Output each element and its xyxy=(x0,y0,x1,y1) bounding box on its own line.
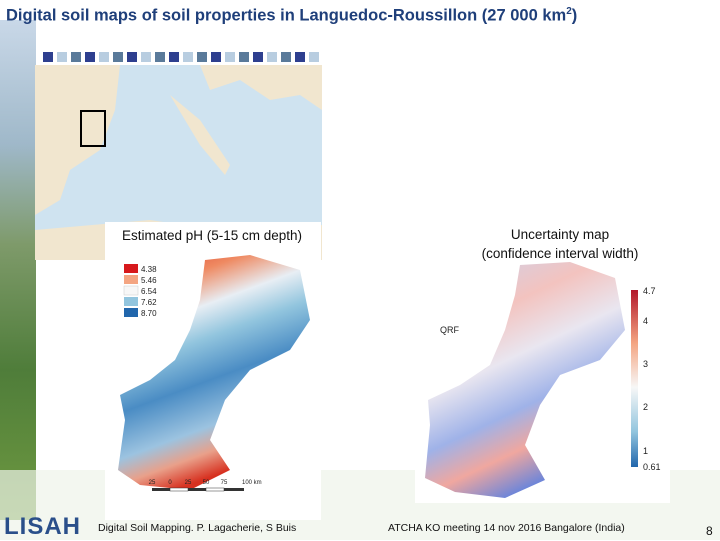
title-superscript: 2 xyxy=(566,6,572,17)
page-number: 8 xyxy=(706,524,713,538)
method-label: QRF xyxy=(440,325,460,335)
legend-label: 7.62 xyxy=(141,298,157,307)
label-line: Uncertainty map xyxy=(510,227,610,242)
colorbar-label: 4.7 xyxy=(643,286,656,296)
uncertainty-map-label: Uncertainty map (confidence interval wid… xyxy=(440,225,680,263)
colorbar-label: 2 xyxy=(643,402,648,412)
scale-label: 25 xyxy=(149,480,156,486)
colorbar-label: 3 xyxy=(643,359,648,369)
footer-logo: LISAH xyxy=(4,513,81,540)
scale-label: 0 xyxy=(168,480,172,486)
ph-legend-swatches xyxy=(123,264,139,317)
ph-map xyxy=(118,255,310,490)
scale-bar xyxy=(152,487,244,492)
legend-label: 5.46 xyxy=(141,276,157,285)
scale-label: 100 km xyxy=(242,480,262,486)
scale-label: 50 xyxy=(203,480,210,486)
colorbar-label: 1 xyxy=(643,446,648,456)
colorbar xyxy=(631,290,638,467)
colorbar-label: 0.61 xyxy=(643,462,661,472)
legend-label: 4.38 xyxy=(141,265,157,274)
title-text: Digital soil maps of soil properties in … xyxy=(6,6,567,25)
title-end: ) xyxy=(571,6,578,25)
uncertainty-map xyxy=(425,262,625,498)
footer-center: ATCHA KO meeting 14 nov 2016 Bangalore (… xyxy=(388,522,625,534)
slide-title: Digital soil maps of soil properties in … xyxy=(6,6,577,26)
legend-label: 8.70 xyxy=(141,309,157,318)
ph-map-label: Estimated pH (5-15 cm depth) xyxy=(112,228,312,243)
label-line: (confidence interval width) xyxy=(481,246,639,261)
legend-label: 6.54 xyxy=(141,287,157,296)
footer-left: Digital Soil Mapping. P. Lagacherie, S B… xyxy=(98,522,297,534)
scale-label: 75 xyxy=(221,480,228,486)
scale-label: 25 xyxy=(185,480,192,486)
colorbar-label: 4 xyxy=(643,316,648,326)
color-squares xyxy=(43,52,319,62)
